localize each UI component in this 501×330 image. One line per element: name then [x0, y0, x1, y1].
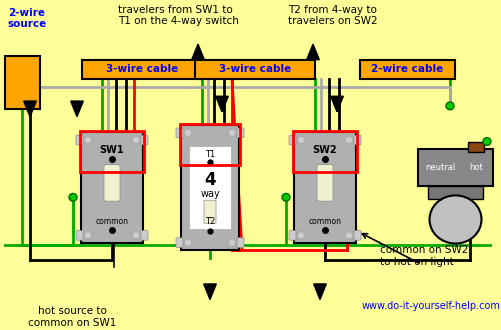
Circle shape: [133, 233, 138, 238]
Circle shape: [445, 102, 453, 110]
Bar: [194, 60, 314, 79]
Text: T2 from 4-way to
travelers on SW2: T2 from 4-way to travelers on SW2: [288, 5, 377, 26]
Bar: [188, 146, 230, 229]
FancyBboxPatch shape: [104, 165, 120, 201]
Bar: [5, 56, 40, 109]
Bar: [180, 124, 239, 165]
Polygon shape: [24, 101, 36, 117]
Text: common: common: [308, 217, 341, 226]
Circle shape: [227, 239, 235, 247]
Circle shape: [229, 130, 234, 135]
Polygon shape: [215, 96, 228, 112]
Text: hot: hot: [468, 163, 482, 172]
Text: SW2: SW2: [312, 145, 337, 155]
Ellipse shape: [429, 195, 480, 244]
Text: neutral: neutral: [424, 163, 454, 172]
Circle shape: [185, 240, 190, 245]
Circle shape: [298, 138, 303, 143]
Text: 3-wire cable: 3-wire cable: [106, 64, 178, 74]
Bar: [80, 131, 144, 172]
Bar: [359, 60, 454, 79]
Circle shape: [344, 231, 352, 239]
FancyBboxPatch shape: [141, 135, 148, 145]
Text: www.do-it-yourself-help.com: www.do-it-yourself-help.com: [360, 301, 499, 311]
Bar: [81, 132, 143, 243]
Circle shape: [185, 130, 190, 135]
Circle shape: [184, 239, 191, 247]
Text: 2-wire cable: 2-wire cable: [370, 64, 442, 74]
Polygon shape: [191, 44, 204, 60]
Circle shape: [227, 129, 235, 137]
Polygon shape: [306, 44, 319, 60]
FancyBboxPatch shape: [289, 135, 296, 145]
FancyBboxPatch shape: [353, 135, 360, 145]
FancyBboxPatch shape: [203, 200, 215, 223]
Text: T1: T1: [204, 149, 215, 158]
FancyBboxPatch shape: [316, 165, 332, 201]
Circle shape: [346, 138, 351, 143]
FancyBboxPatch shape: [76, 231, 83, 240]
Text: travelers from SW1 to
T1 on the 4-way switch: travelers from SW1 to T1 on the 4-way sw…: [118, 5, 238, 26]
Polygon shape: [330, 96, 343, 112]
Text: common on SW2
to hot on light: common on SW2 to hot on light: [379, 246, 467, 267]
Circle shape: [282, 193, 290, 201]
FancyBboxPatch shape: [141, 231, 148, 240]
Bar: [294, 132, 355, 243]
Circle shape: [229, 240, 234, 245]
Circle shape: [344, 136, 352, 144]
Bar: [82, 60, 201, 79]
Polygon shape: [203, 284, 216, 300]
FancyBboxPatch shape: [353, 231, 360, 240]
Circle shape: [69, 193, 77, 201]
Text: SW1: SW1: [100, 145, 124, 155]
Circle shape: [297, 136, 305, 144]
Circle shape: [85, 233, 90, 238]
Circle shape: [298, 233, 303, 238]
Circle shape: [84, 136, 92, 144]
Text: way: way: [200, 189, 219, 199]
Text: 4: 4: [204, 171, 215, 189]
Text: 2-wire
source: 2-wire source: [8, 8, 47, 29]
Bar: [427, 186, 482, 199]
FancyBboxPatch shape: [76, 135, 83, 145]
Circle shape: [132, 136, 140, 144]
Bar: [417, 149, 492, 186]
FancyBboxPatch shape: [176, 238, 183, 248]
Text: common: common: [95, 217, 128, 226]
FancyBboxPatch shape: [176, 128, 183, 138]
FancyBboxPatch shape: [236, 238, 243, 248]
Circle shape: [346, 233, 351, 238]
Polygon shape: [313, 284, 326, 300]
Text: T2: T2: [204, 217, 215, 226]
Circle shape: [132, 231, 140, 239]
Circle shape: [184, 129, 191, 137]
Circle shape: [482, 138, 490, 145]
Circle shape: [297, 231, 305, 239]
Polygon shape: [71, 101, 83, 117]
Text: 3-wire cable: 3-wire cable: [218, 64, 291, 74]
FancyBboxPatch shape: [236, 128, 243, 138]
Bar: [293, 131, 356, 172]
Circle shape: [133, 138, 138, 143]
Circle shape: [84, 231, 92, 239]
FancyBboxPatch shape: [289, 231, 296, 240]
Bar: [467, 143, 483, 152]
Bar: [181, 125, 238, 250]
Circle shape: [85, 138, 90, 143]
Text: hot source to
common on SW1: hot source to common on SW1: [28, 306, 116, 328]
